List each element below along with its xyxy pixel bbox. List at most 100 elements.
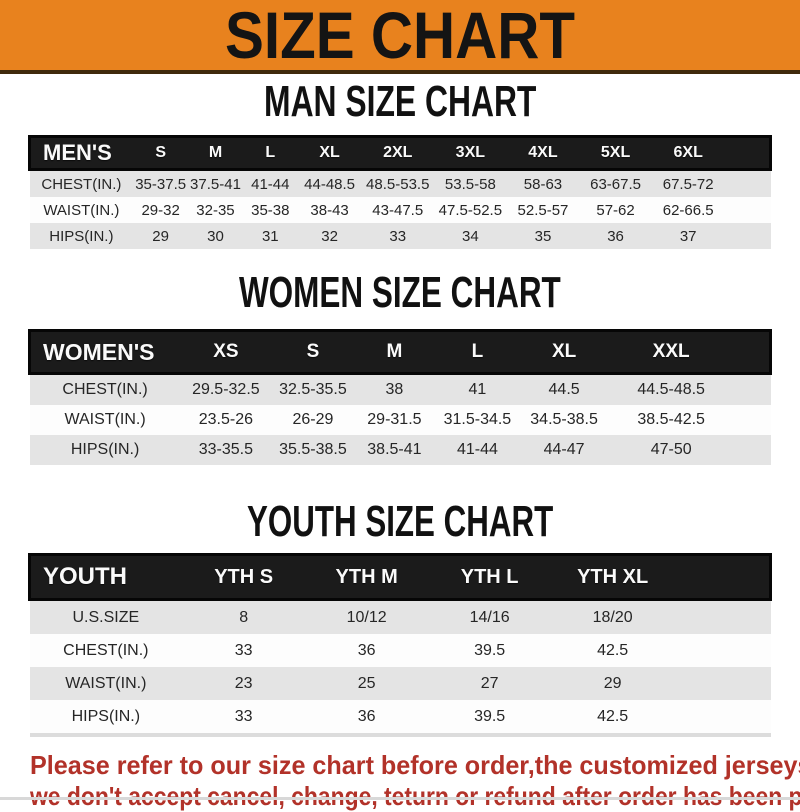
table-title-cell: MEN'S (29, 136, 134, 170)
man-section-heading: MAN SIZE CHART (0, 77, 800, 126)
women-size-table: WOMEN'S XS S M L XL XXL CHEST(IN.) 29.5-32.5 32.5… (28, 329, 772, 465)
table-row: HIPS(IN.) 33 36 39.5 42.5 (29, 700, 771, 735)
size-value-cell: 23.5-26 (180, 405, 272, 435)
bottom-edge-strip (0, 797, 800, 800)
header-filler-cell (674, 554, 771, 600)
size-value-cell: 41-44 (242, 169, 298, 197)
header-row: WOMEN'S XS S M L XL XXL (29, 330, 771, 374)
size-value-cell: 58-63 (506, 169, 580, 197)
table-title-cell: WOMEN'S (29, 330, 181, 374)
column-header: YTH M (305, 554, 429, 600)
header-filler-cell (724, 136, 771, 170)
size-value-cell: 38.5-41 (354, 435, 435, 465)
row-label-cell: U.S.SIZE (29, 599, 183, 634)
table-row: HIPS(IN.) 29 30 31 32 33 34 35 36 37 (29, 223, 771, 249)
size-value-cell: 36 (305, 700, 429, 735)
row-label-cell: CHEST(IN.) (29, 634, 183, 667)
size-value-cell: 32 (297, 223, 362, 249)
size-value-cell: 35-37.5 (133, 169, 189, 197)
youth-section-heading: YOUTH SIZE CHART (0, 497, 800, 546)
size-value-cell: 67.5-72 (651, 169, 725, 197)
size-value-cell: 33 (182, 700, 306, 735)
size-value-cell: 37 (651, 223, 725, 249)
size-value-cell: 29.5-32.5 (180, 373, 272, 405)
row-label-cell: WAIST(IN.) (29, 667, 183, 700)
row-label-cell: WAIST(IN.) (29, 405, 181, 435)
column-header: XL (520, 330, 608, 374)
man-size-table-wrap: MEN'S S M L XL 2XL 3XL 4XL 5XL 6XL CHEST(IN.) 35-37… (28, 135, 772, 249)
column-header: XXL (607, 330, 735, 374)
size-value-cell: 39.5 (428, 634, 552, 667)
column-header: L (434, 330, 521, 374)
women-size-table-wrap: WOMEN'S XS S M L XL XXL CHEST(IN.) 29.5-32.5 32.5… (28, 329, 772, 465)
size-value-cell: 14/16 (428, 599, 552, 634)
size-value-cell: 29 (551, 667, 675, 700)
column-header: YTH XL (551, 554, 675, 600)
youth-size-table-wrap: YOUTH YTH S YTH M YTH L YTH XL U.S.SIZE 8 10/12… (28, 553, 772, 737)
size-value-cell: 26-29 (271, 405, 355, 435)
row-label-cell: HIPS(IN.) (29, 700, 183, 735)
row-label-cell: CHEST(IN.) (29, 373, 181, 405)
header-filler-cell (734, 330, 771, 374)
table-row: WAIST(IN.) 23 25 27 29 (29, 667, 771, 700)
size-value-cell: 44.5-48.5 (607, 373, 735, 405)
women-section-heading: WOMEN SIZE CHART (0, 268, 800, 317)
size-value-cell: 32-35 (188, 197, 243, 223)
size-value-cell: 44-48.5 (297, 169, 362, 197)
size-value-cell: 38.5-42.5 (607, 405, 735, 435)
size-value-cell: 47-50 (607, 435, 735, 465)
size-value-cell: 31 (242, 223, 298, 249)
column-header: L (242, 136, 298, 170)
table-row: CHEST(IN.) 35-37.5 37.5-41 41-44 44-48.5 48.5… (29, 169, 771, 197)
table-row: WAIST(IN.) 29-32 32-35 35-38 38-43 43-47.5 47.… (29, 197, 771, 223)
size-value-cell: 35 (506, 223, 580, 249)
man-size-section: MAN SIZE CHART MEN'S S M L XL 2XL 3XL 4XL 5XL 6XL… (0, 77, 800, 249)
size-value-cell: 8 (182, 599, 306, 634)
banner-title: SIZE CHART (225, 0, 575, 72)
size-value-cell: 39.5 (428, 700, 552, 735)
man-section-title: MAN SIZE CHART (263, 77, 537, 126)
size-value-cell: 37.5-41 (188, 169, 243, 197)
row-filler-cell (674, 667, 771, 700)
size-value-cell: 48.5-53.5 (361, 169, 435, 197)
size-value-cell: 47.5-52.5 (434, 197, 507, 223)
size-value-cell: 30 (188, 223, 243, 249)
youth-size-section: YOUTH SIZE CHART YOUTH YTH S YTH M YTH L YTH… (0, 497, 800, 737)
size-value-cell: 42.5 (551, 634, 675, 667)
table-row: WAIST(IN.) 23.5-26 26-29 29-31.5 31.5-34.5 34… (29, 405, 771, 435)
size-value-cell: 53.5-58 (434, 169, 507, 197)
size-value-cell: 41 (434, 373, 521, 405)
size-value-cell: 25 (305, 667, 429, 700)
size-value-cell: 27 (428, 667, 552, 700)
size-value-cell: 23 (182, 667, 306, 700)
column-header: S (133, 136, 189, 170)
column-header: XL (297, 136, 362, 170)
size-value-cell: 31.5-34.5 (434, 405, 521, 435)
row-label-cell: HIPS(IN.) (29, 223, 134, 249)
header-row: MEN'S S M L XL 2XL 3XL 4XL 5XL 6XL (29, 136, 771, 170)
column-header: YTH L (428, 554, 552, 600)
size-value-cell: 32.5-35.5 (271, 373, 355, 405)
column-header: XS (180, 330, 272, 374)
footer-note: Please refer to our size chart before or… (30, 750, 800, 812)
size-value-cell: 41-44 (434, 435, 521, 465)
row-filler-cell (724, 169, 771, 197)
size-value-cell: 34 (434, 223, 507, 249)
size-value-cell: 35.5-38.5 (271, 435, 355, 465)
table-row: CHEST(IN.) 33 36 39.5 42.5 (29, 634, 771, 667)
header-row: YOUTH YTH S YTH M YTH L YTH XL (29, 554, 771, 600)
column-header: 4XL (506, 136, 580, 170)
row-filler-cell (724, 223, 771, 249)
women-section-title: WOMEN SIZE CHART (239, 268, 561, 317)
column-header: 5XL (579, 136, 652, 170)
size-value-cell: 38-43 (297, 197, 362, 223)
column-header: YTH S (182, 554, 306, 600)
row-filler-cell (674, 599, 771, 634)
row-filler-cell (724, 197, 771, 223)
column-header: 3XL (434, 136, 507, 170)
row-filler-cell (674, 700, 771, 735)
men-size-table: MEN'S S M L XL 2XL 3XL 4XL 5XL 6XL CHEST(IN.) 35-37… (28, 135, 772, 249)
column-header: 2XL (361, 136, 435, 170)
table-title-cell: YOUTH (29, 554, 183, 600)
row-label-cell: HIPS(IN.) (29, 435, 181, 465)
